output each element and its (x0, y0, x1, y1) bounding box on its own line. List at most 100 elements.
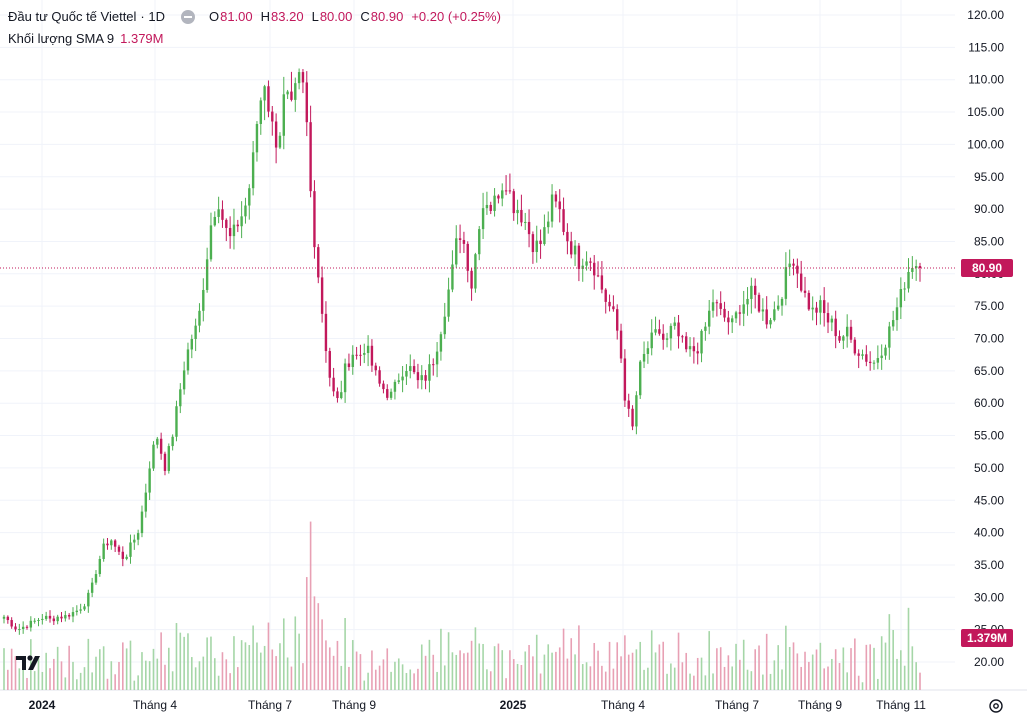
volume-bar (597, 650, 599, 690)
candle-body (455, 238, 458, 265)
candle-body (719, 303, 722, 309)
candle-body (899, 288, 903, 308)
high-label: H (260, 9, 271, 24)
volume-bar (455, 654, 458, 690)
candle-body (673, 322, 676, 326)
volume-bar (811, 654, 814, 690)
volume-bar (49, 668, 51, 690)
grid-lines (0, 0, 955, 690)
volume-bar (248, 645, 251, 690)
volume-bar (463, 653, 465, 690)
candle-body (33, 620, 36, 622)
volume-bar (754, 649, 756, 690)
volume-bar (716, 648, 718, 690)
visibility-toggle-icon[interactable] (180, 10, 195, 24)
legend-price-row: Đầu tư Quốc tế Viettel · 1D O 81.00 H 83.2… (8, 6, 509, 28)
volume-bar (317, 603, 320, 690)
candle-body (113, 540, 117, 547)
candle-body (221, 209, 224, 220)
volume-bar (616, 642, 619, 690)
candle-body (865, 354, 868, 362)
candle-body (156, 438, 159, 445)
volume-bar (685, 652, 688, 690)
y-tick-label: 115.00 (968, 40, 1004, 54)
volume-bar (854, 638, 856, 690)
volume-bar (202, 656, 205, 690)
volume-bar (206, 637, 208, 690)
candle-body (179, 389, 182, 407)
candle-body (907, 271, 910, 289)
volume-bar (723, 666, 726, 690)
volume-bar (164, 664, 166, 690)
volume-bars (3, 521, 921, 690)
candle-body (581, 265, 584, 269)
volume-bar (263, 645, 266, 690)
volume-bar (309, 521, 312, 690)
volume-bar (305, 577, 308, 690)
settings-icon[interactable] (988, 698, 1004, 714)
candle-body (880, 355, 883, 359)
candle-body (255, 123, 259, 153)
candle-body (688, 346, 692, 350)
candle-body (830, 318, 834, 323)
candle-body (2, 616, 6, 619)
candle-body (420, 375, 423, 381)
volume-bar (808, 661, 810, 690)
symbol-name[interactable]: Đầu tư Quốc tế Viettel (8, 9, 137, 24)
candle-body (876, 358, 880, 363)
volume-bar (114, 674, 116, 690)
volume-bar (489, 671, 492, 690)
volume-bar (447, 632, 450, 690)
volume-bar (815, 649, 818, 690)
volume-bar (739, 659, 741, 690)
candle-body (738, 312, 742, 314)
volume-bar (624, 635, 626, 690)
volume-bar (110, 661, 113, 690)
candle-body (386, 389, 389, 398)
volume-bar (10, 648, 13, 690)
candle-body (397, 380, 400, 382)
volume-bar (765, 633, 768, 690)
volume-bar (355, 651, 358, 690)
volume-bar (133, 680, 136, 690)
candle-body (378, 370, 381, 384)
candle-body (842, 336, 845, 341)
candles (2, 68, 922, 635)
candle-body (87, 592, 90, 607)
interval-label[interactable]: · 1D (140, 9, 165, 24)
candle-body (573, 245, 577, 255)
candle-body (336, 391, 339, 399)
candle-body (10, 620, 13, 627)
volume-bar (673, 667, 676, 690)
candle-body (443, 316, 446, 335)
volume-bar (543, 654, 546, 690)
candle-body (71, 612, 75, 617)
volume-bar (566, 658, 569, 690)
candle-body (543, 227, 546, 245)
candle-body (79, 609, 82, 611)
volume-indicator-label[interactable]: Khối lượng SMA 9 (8, 31, 115, 46)
y-tick-label: 90.00 (974, 202, 1004, 216)
candle-body (589, 261, 592, 263)
low-value: 80.00 (319, 9, 353, 24)
volume-bar (122, 642, 124, 690)
volume-bar (252, 625, 254, 690)
volume-bar (869, 644, 871, 690)
tradingview-logo-icon[interactable] (14, 652, 44, 672)
volume-bar (528, 645, 530, 690)
volume-bar (45, 652, 47, 690)
candle-body (845, 326, 849, 337)
candle-body (895, 307, 899, 321)
volume-bar (731, 666, 734, 690)
volume-bar (152, 648, 155, 690)
volume-bar (271, 649, 274, 690)
volume-bar (183, 636, 185, 690)
volume-bar (742, 639, 745, 690)
candle-body (462, 239, 466, 244)
low-label: L (311, 9, 319, 24)
volume-bar (712, 673, 714, 690)
volume-bar (601, 665, 603, 690)
candle-body (704, 326, 707, 331)
volume-bar (834, 649, 837, 690)
